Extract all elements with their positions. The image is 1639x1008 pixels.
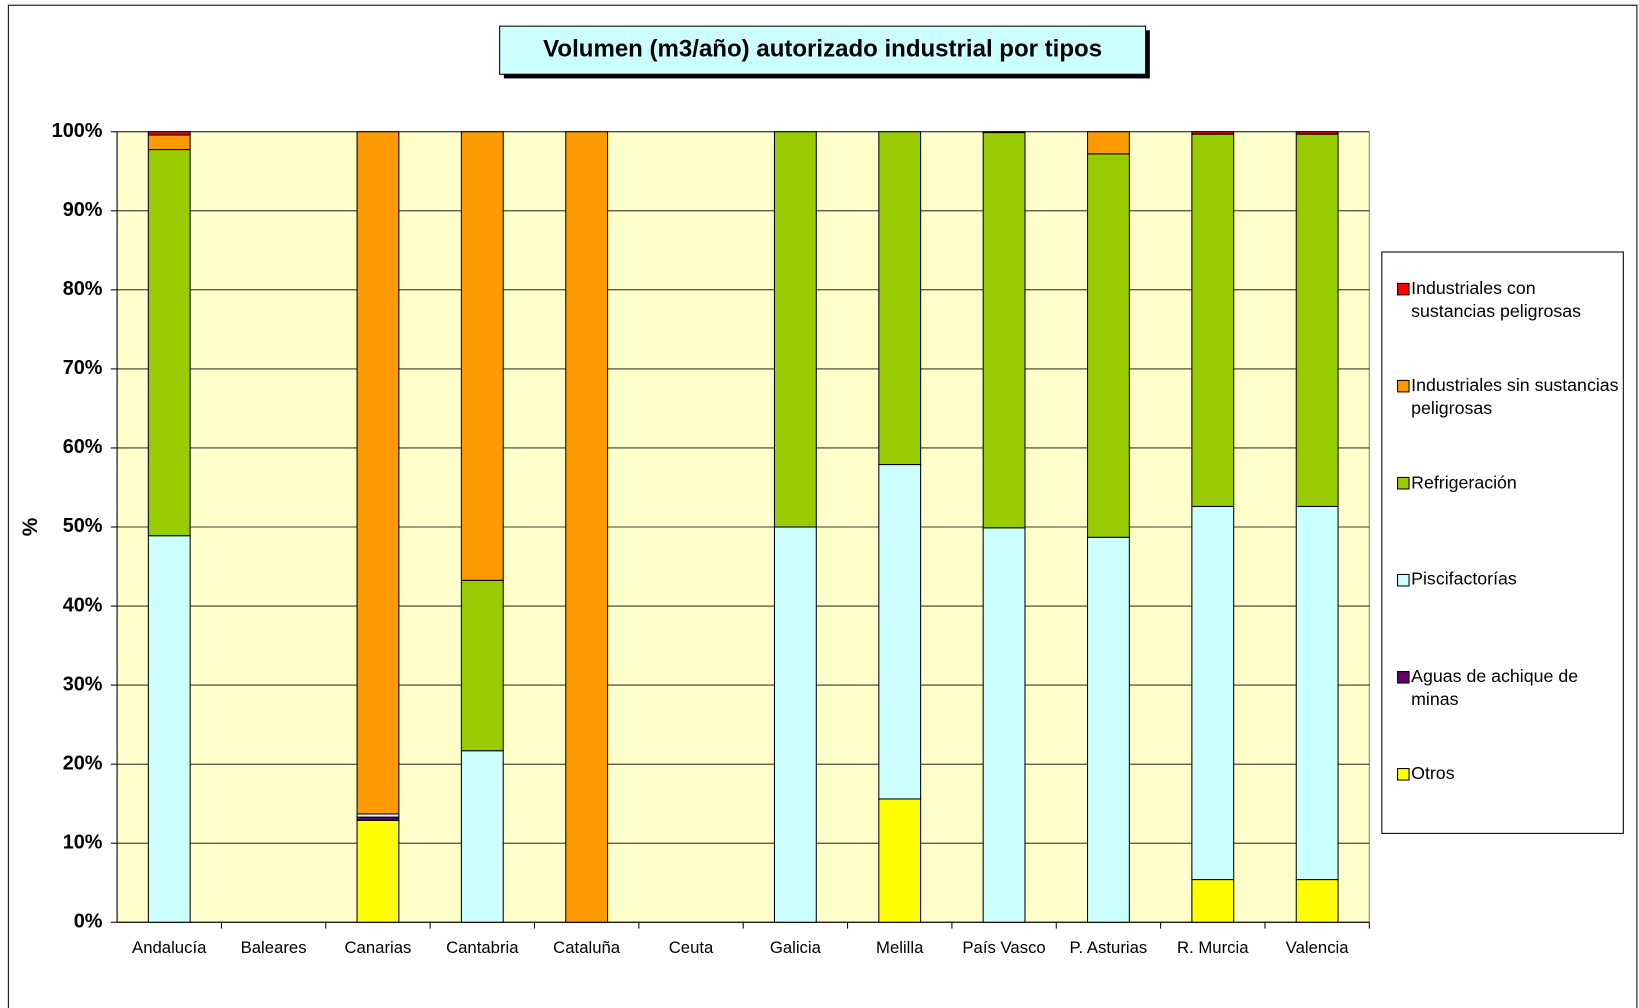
title-box	[499, 25, 1147, 75]
bar-segment	[147, 149, 191, 537]
bar-segment	[1295, 133, 1339, 507]
bar-segment	[1191, 505, 1235, 881]
x-tick-label: Andalucía	[132, 938, 207, 957]
legend-swatch	[1397, 476, 1410, 490]
bar-segment	[1191, 133, 1235, 507]
y-tick-label: 80%	[63, 278, 103, 300]
bar-segment	[356, 131, 400, 815]
legend-swatch	[1397, 282, 1410, 296]
bar-segment	[1295, 879, 1339, 923]
x-tick-label: Melilla	[876, 938, 924, 957]
bar-segment	[982, 131, 1026, 134]
legend-item: Aguas de achique de minas	[1411, 666, 1579, 710]
legend-swatch	[1397, 379, 1410, 393]
y-tick-label: 60%	[63, 436, 103, 458]
bar-segment	[982, 132, 1026, 529]
legend-item: Refrigeración	[1411, 472, 1517, 493]
y-tick-label: 100%	[52, 120, 103, 142]
bar-segment	[1087, 536, 1130, 923]
bar-segment	[1191, 131, 1235, 135]
bar-segment	[982, 527, 1026, 923]
legend-label: Refrigeración	[1411, 472, 1517, 493]
legend-label: Aguas de achique de minas	[1411, 666, 1579, 710]
bar-segment	[1087, 153, 1130, 538]
bar-segment	[878, 131, 922, 466]
bar-segment	[147, 535, 191, 923]
bar-segment	[565, 131, 609, 923]
legend-swatch	[1397, 670, 1410, 684]
bar-segment	[773, 131, 817, 528]
x-tick-label: Cataluña	[553, 938, 621, 957]
x-tick-label: Baleares	[241, 938, 307, 957]
x-tick-label: R. Murcia	[1177, 938, 1249, 957]
y-tick-label: 30%	[63, 673, 103, 695]
legend-box	[1381, 251, 1624, 834]
y-tick-label: 10%	[63, 831, 103, 853]
legend-label: Otros	[1411, 763, 1455, 784]
bar-segment	[147, 134, 191, 151]
bar-segment	[878, 798, 922, 923]
x-tick-label: Ceuta	[669, 938, 714, 957]
x-tick-label: Galicia	[770, 938, 822, 957]
bar-segment	[460, 750, 504, 923]
legend-item: Otros	[1411, 763, 1455, 784]
legend-swatch	[1397, 573, 1410, 587]
x-tick-label: País Vasco	[962, 938, 1045, 957]
y-tick-label: 70%	[63, 357, 103, 379]
bar-segment	[147, 131, 191, 136]
legend-item: Industriales sin sustancias peligrosas	[1411, 375, 1619, 419]
bar-segment	[878, 464, 922, 800]
bar-segment	[1191, 879, 1235, 923]
legend-swatch	[1397, 768, 1410, 781]
legend-item: Piscifactorías	[1411, 569, 1517, 590]
x-tick-label: Cantabria	[446, 938, 519, 957]
y-axis-label: %	[19, 517, 42, 536]
x-tick-label: P. Asturias	[1070, 938, 1148, 957]
bar-segment	[460, 131, 504, 581]
y-tick-label: 20%	[63, 752, 103, 774]
bar-segment	[460, 579, 504, 752]
x-tick-label: Valencia	[1286, 938, 1350, 957]
legend-item: Industriales con sustancias peligrosas	[1411, 278, 1582, 322]
y-tick-label: 90%	[63, 199, 103, 221]
y-tick-label: 50%	[63, 515, 103, 537]
bar-segment	[1295, 505, 1339, 881]
bar-segment	[356, 819, 400, 923]
legend-label: Piscifactorías	[1411, 569, 1517, 590]
bar-segment	[773, 526, 817, 923]
bar-segment	[1087, 131, 1130, 155]
legend-label: Industriales sin sustancias peligrosas	[1411, 375, 1619, 419]
y-tick-label: 40%	[63, 594, 103, 616]
bar-segment	[1295, 131, 1339, 135]
legend-label: Industriales con sustancias peligrosas	[1411, 278, 1582, 322]
y-tick-label: 0%	[74, 911, 103, 933]
chart-title: Volumen (m3/año) autorizado industrial p…	[543, 36, 1102, 63]
x-tick-label: Canarias	[345, 938, 412, 957]
